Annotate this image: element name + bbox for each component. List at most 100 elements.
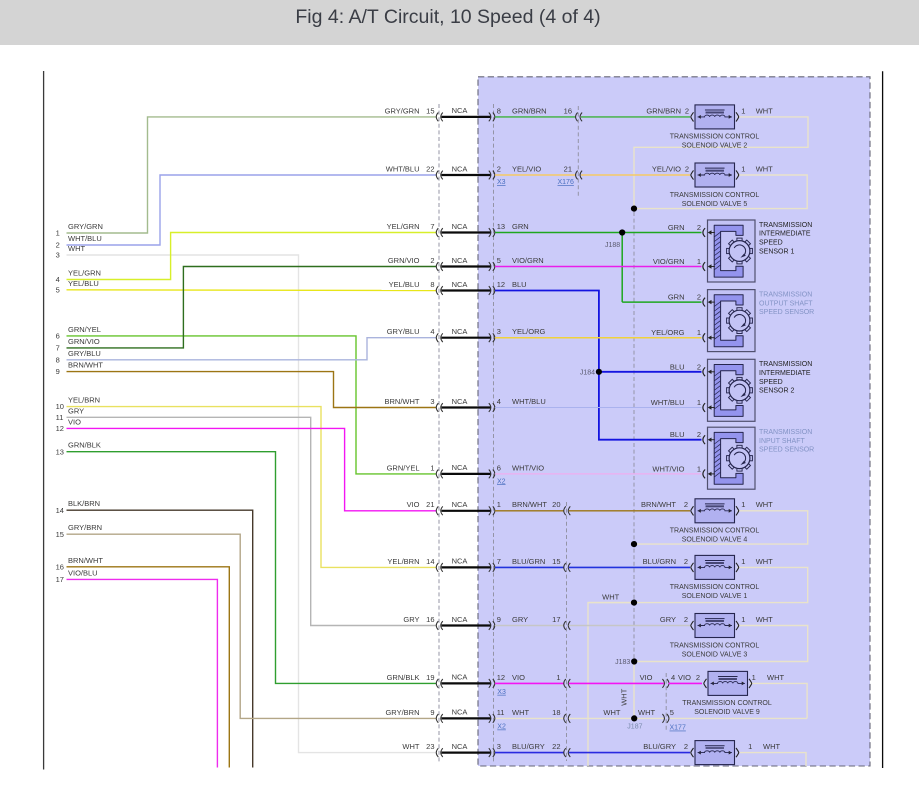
svg-text:NCA: NCA	[452, 280, 468, 289]
svg-text:2: 2	[684, 557, 688, 566]
svg-text:GRN/VIO: GRN/VIO	[388, 256, 420, 265]
svg-text:TRANSMISSION: TRANSMISSION	[759, 361, 812, 368]
svg-text:WHT: WHT	[756, 615, 773, 624]
svg-text:WHT: WHT	[763, 742, 780, 751]
svg-text:2: 2	[684, 500, 688, 509]
svg-text:15: 15	[56, 530, 64, 539]
svg-text:VIO: VIO	[512, 673, 525, 682]
svg-text:2: 2	[697, 223, 701, 232]
svg-text:SPEED SENSOR: SPEED SENSOR	[759, 309, 814, 316]
svg-text:3: 3	[497, 742, 501, 751]
svg-text:YEL/ORG: YEL/ORG	[512, 327, 546, 336]
svg-text:1: 1	[497, 500, 501, 509]
svg-text:BLK/BRN: BLK/BRN	[68, 499, 100, 508]
svg-text:TRANSMISSION: TRANSMISSION	[759, 429, 812, 436]
svg-text:WHT/BLU: WHT/BLU	[68, 234, 102, 243]
svg-text:GRN/BLK: GRN/BLK	[387, 673, 420, 682]
svg-text:VIO: VIO	[640, 673, 653, 682]
svg-text:NCA: NCA	[452, 106, 468, 115]
svg-text:15: 15	[552, 557, 560, 566]
svg-text:INTERMEDIATE: INTERMEDIATE	[759, 370, 811, 377]
svg-text:J187: J187	[627, 723, 642, 730]
svg-text:OUTPUT SHAFT: OUTPUT SHAFT	[759, 300, 813, 307]
svg-text:1: 1	[741, 557, 745, 566]
svg-text:WHT/VIO: WHT/VIO	[512, 463, 544, 472]
svg-text:4: 4	[430, 327, 434, 336]
svg-text:GRN/BRN: GRN/BRN	[646, 106, 681, 115]
svg-text:WHT: WHT	[68, 244, 85, 253]
svg-text:NCA: NCA	[452, 742, 468, 751]
svg-text:GRN/VIO: GRN/VIO	[68, 337, 100, 346]
svg-text:2: 2	[685, 106, 689, 115]
svg-text:YEL/VIO: YEL/VIO	[652, 164, 681, 173]
svg-text:9: 9	[430, 708, 434, 717]
svg-text:17: 17	[56, 575, 64, 584]
svg-text:SPEED SENSOR: SPEED SENSOR	[759, 447, 814, 454]
svg-text:TRANSMISSION CONTROL: TRANSMISSION CONTROL	[670, 134, 760, 141]
svg-text:13: 13	[497, 222, 505, 231]
svg-text:6: 6	[497, 463, 501, 472]
svg-text:NCA: NCA	[452, 256, 468, 265]
svg-text:GRY/BRN: GRY/BRN	[385, 708, 419, 717]
svg-text:X2: X2	[497, 478, 506, 485]
svg-text:7: 7	[56, 344, 60, 353]
svg-text:X3: X3	[497, 689, 506, 696]
svg-text:7: 7	[430, 222, 434, 231]
svg-text:BLU: BLU	[670, 430, 685, 439]
svg-text:21: 21	[564, 164, 572, 173]
svg-text:17: 17	[552, 615, 560, 624]
svg-text:GRN/YEL: GRN/YEL	[68, 325, 101, 334]
svg-text:BLU/GRN: BLU/GRN	[643, 557, 676, 566]
svg-text:15: 15	[426, 106, 434, 115]
svg-text:2: 2	[697, 293, 701, 302]
svg-text:2: 2	[497, 164, 501, 173]
svg-text:WHT: WHT	[619, 688, 628, 705]
svg-text:INPUT SHAFT: INPUT SHAFT	[759, 438, 805, 445]
svg-text:11: 11	[56, 413, 64, 422]
svg-text:GRY/BRN: GRY/BRN	[68, 523, 102, 532]
svg-text:YEL/VIO: YEL/VIO	[512, 164, 541, 173]
svg-text:8: 8	[56, 355, 60, 364]
svg-text:TRANSMISSION CONTROL: TRANSMISSION CONTROL	[670, 584, 760, 591]
svg-text:BLU/GRY: BLU/GRY	[512, 742, 545, 751]
svg-text:GRY/GRN: GRY/GRN	[68, 222, 103, 231]
svg-text:1: 1	[697, 398, 701, 407]
svg-text:X176: X176	[558, 179, 574, 186]
svg-text:NCA: NCA	[452, 397, 468, 406]
svg-text:BLU/GRY: BLU/GRY	[643, 742, 676, 751]
svg-text:3: 3	[430, 397, 434, 406]
svg-text:J184: J184	[580, 369, 595, 376]
svg-text:2: 2	[430, 256, 434, 265]
svg-text:X2: X2	[497, 724, 506, 731]
svg-text:2: 2	[685, 164, 689, 173]
svg-text:GRN: GRN	[668, 293, 685, 302]
svg-text:SOLENOID VALVE 5: SOLENOID VALVE 5	[682, 201, 748, 208]
svg-text:YEL/BRN: YEL/BRN	[387, 557, 419, 566]
svg-text:1: 1	[697, 328, 701, 337]
svg-text:YEL/ORG: YEL/ORG	[651, 328, 685, 337]
svg-text:WHT: WHT	[602, 592, 619, 601]
svg-text:BRN/WHT: BRN/WHT	[68, 556, 103, 565]
svg-text:10: 10	[56, 402, 64, 411]
svg-text:SOLENOID VALVE 4: SOLENOID VALVE 4	[682, 537, 748, 544]
svg-text:GRN: GRN	[512, 222, 529, 231]
svg-text:4: 4	[671, 673, 675, 682]
svg-text:TRANSMISSION: TRANSMISSION	[759, 222, 812, 229]
svg-text:12: 12	[497, 280, 505, 289]
svg-text:YEL/GRN: YEL/GRN	[68, 269, 101, 278]
svg-text:6: 6	[56, 332, 60, 341]
svg-text:YEL/GRN: YEL/GRN	[387, 222, 420, 231]
svg-text:BRN/WHT: BRN/WHT	[385, 397, 420, 406]
svg-text:GRY: GRY	[512, 615, 528, 624]
svg-text:NCA: NCA	[452, 164, 468, 173]
svg-text:2: 2	[684, 615, 688, 624]
svg-text:NCA: NCA	[452, 327, 468, 336]
svg-text:TRANSMISSION CONTROL: TRANSMISSION CONTROL	[670, 192, 760, 199]
svg-text:WHT: WHT	[756, 557, 773, 566]
svg-text:1: 1	[748, 742, 752, 751]
svg-text:7: 7	[497, 557, 501, 566]
svg-text:BLU: BLU	[512, 280, 527, 289]
svg-text:1: 1	[430, 463, 434, 472]
svg-text:16: 16	[426, 615, 434, 624]
svg-text:16: 16	[56, 562, 64, 571]
